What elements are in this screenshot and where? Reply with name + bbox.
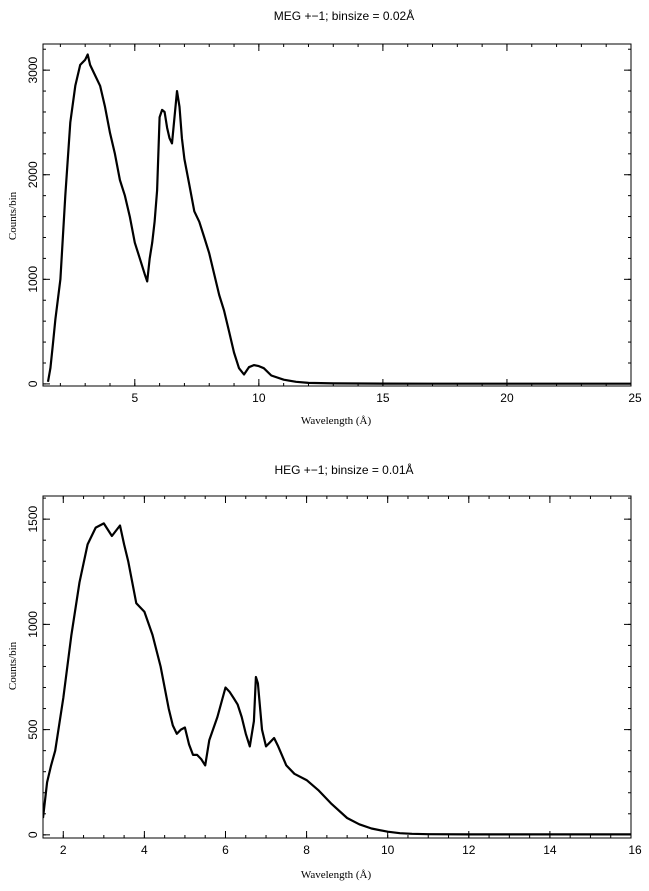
heg-y-tick-label: 0: [26, 831, 40, 838]
heg-x-tick-label: 12: [462, 843, 476, 857]
meg-y-axis-label: Counts/bin: [7, 191, 19, 240]
heg-x-tick-label: 6: [222, 843, 229, 857]
heg-plot-frame: [42, 495, 632, 839]
heg-spectrum-line: [43, 522, 631, 836]
meg-x-tick-label: 5: [131, 391, 138, 405]
heg-x-tick-label: 8: [303, 843, 310, 857]
meg-x-axis-label: Wavelength (Å): [301, 415, 372, 427]
heg-y-tick-label: 500: [26, 719, 40, 739]
meg-x-tick-label: 20: [500, 391, 514, 405]
heg-x-tick-label: 4: [141, 843, 148, 857]
meg-y-tick-label: 3000: [26, 56, 40, 83]
heg-y-tick-label: 1000: [26, 611, 40, 638]
meg-x-tick-label: 10: [252, 391, 266, 405]
meg-y-tick-label: 1000: [26, 266, 40, 293]
heg-x-tick-label: 10: [381, 843, 395, 857]
heg-x-tick-label: 2: [60, 843, 67, 857]
meg-y-tick-label: 2000: [26, 161, 40, 188]
meg-chart-title: MEG +−1; binsize = 0.02Å: [274, 8, 414, 23]
heg-y-tick-label: 1500: [26, 505, 40, 532]
heg-spectrum-panel: HEG +−1; binsize = 0.01Å Wavelength (Å) …: [7, 462, 642, 881]
meg-spectrum-line: [46, 53, 631, 385]
meg-plot-frame: [42, 43, 632, 387]
meg-spectrum-panel: MEG +−1; binsize = 0.02Å Wavelength (Å) …: [7, 8, 642, 427]
heg-x-tick-label: 16: [628, 843, 642, 857]
heg-y-axis-label: Counts/bin: [7, 641, 19, 690]
meg-y-tick-label: 0: [26, 380, 40, 387]
meg-x-tick-label: 15: [376, 391, 390, 405]
heg-x-axis-label: Wavelength (Å): [301, 869, 372, 881]
heg-chart-title: HEG +−1; binsize = 0.01Å: [274, 462, 413, 477]
meg-x-tick-label: 25: [628, 391, 642, 405]
heg-x-tick-label: 14: [543, 843, 557, 857]
